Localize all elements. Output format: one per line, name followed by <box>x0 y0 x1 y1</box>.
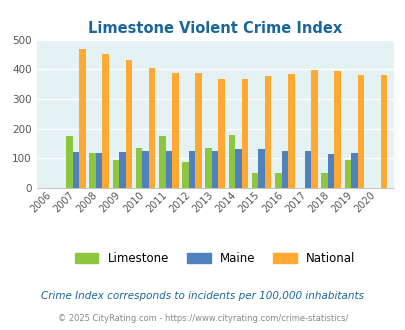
Bar <box>102 53 109 188</box>
Legend: Limestone, Maine, National: Limestone, Maine, National <box>70 248 359 270</box>
Bar <box>350 153 357 188</box>
Bar <box>188 151 195 188</box>
Bar <box>344 160 350 188</box>
Title: Limestone Violent Crime Index: Limestone Violent Crime Index <box>88 21 341 36</box>
Bar <box>281 151 287 188</box>
Bar <box>304 151 311 188</box>
Bar <box>234 149 241 188</box>
Bar <box>321 173 327 188</box>
Bar <box>380 75 386 188</box>
Bar <box>218 79 224 188</box>
Bar <box>159 136 165 188</box>
Bar <box>136 148 142 188</box>
Bar <box>251 173 258 188</box>
Bar <box>274 173 281 188</box>
Bar <box>149 68 155 188</box>
Bar <box>228 135 234 188</box>
Bar <box>96 153 102 188</box>
Bar <box>66 136 72 188</box>
Bar <box>119 152 125 188</box>
Bar <box>357 75 363 188</box>
Bar <box>195 73 201 188</box>
Bar <box>172 73 178 188</box>
Bar <box>327 154 334 188</box>
Text: Crime Index corresponds to incidents per 100,000 inhabitants: Crime Index corresponds to incidents per… <box>41 291 364 301</box>
Bar <box>264 76 271 188</box>
Bar <box>258 149 264 188</box>
Bar <box>125 60 132 188</box>
Bar <box>182 162 188 188</box>
Bar <box>72 152 79 188</box>
Bar <box>89 153 96 188</box>
Bar <box>311 70 317 188</box>
Text: © 2025 CityRating.com - https://www.cityrating.com/crime-statistics/: © 2025 CityRating.com - https://www.city… <box>58 314 347 323</box>
Bar <box>241 79 247 188</box>
Bar <box>287 74 294 188</box>
Bar <box>211 151 218 188</box>
Bar <box>334 71 340 188</box>
Bar <box>205 148 211 188</box>
Bar <box>112 160 119 188</box>
Bar <box>142 151 149 188</box>
Bar <box>79 50 85 188</box>
Bar <box>165 151 172 188</box>
